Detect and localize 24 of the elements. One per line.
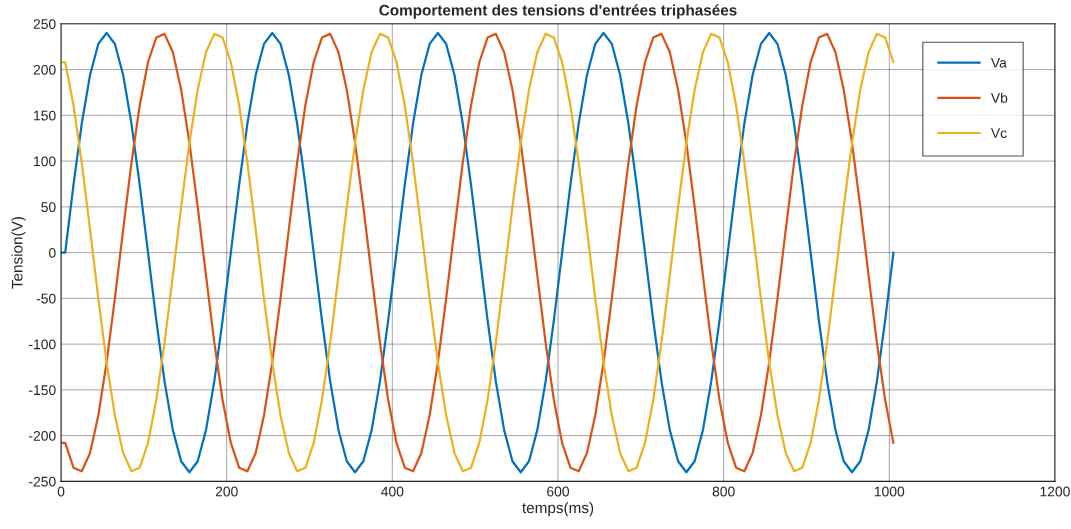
y-tick-label: -50 bbox=[36, 293, 56, 304]
x-tick-label: 0 bbox=[57, 486, 65, 497]
y-tick-label: 50 bbox=[41, 202, 56, 213]
y-tick-label: 0 bbox=[49, 247, 56, 258]
x-axis-title: temps(ms) bbox=[522, 501, 594, 517]
x-tick-label: 200 bbox=[215, 486, 238, 497]
y-axis-title: Tension(V) bbox=[11, 217, 26, 289]
chart-title: Comportement des tensions d'entrées triphasées bbox=[379, 4, 737, 19]
y-tick-label: -150 bbox=[29, 385, 56, 396]
y-tick-label: 150 bbox=[34, 110, 56, 121]
y-tick-label: 250 bbox=[33, 19, 56, 29]
x-tick-label: 1000 bbox=[874, 486, 905, 497]
x-tick-label: 400 bbox=[381, 486, 404, 497]
y-tick-label: -200 bbox=[29, 430, 56, 441]
y-tick-label: -100 bbox=[29, 339, 56, 350]
y-tick-label: -250 bbox=[29, 476, 56, 487]
x-tick-label: 1200 bbox=[1040, 486, 1070, 497]
y-tick-label: 200 bbox=[33, 64, 56, 75]
y-tick-label: 100 bbox=[34, 156, 56, 167]
x-tick-label: 800 bbox=[712, 486, 735, 497]
legend-label: Vb bbox=[990, 92, 1008, 103]
legend-label: Va bbox=[990, 57, 1007, 68]
legend-label: Vc bbox=[990, 128, 1007, 139]
x-tick-label: 600 bbox=[547, 486, 570, 497]
